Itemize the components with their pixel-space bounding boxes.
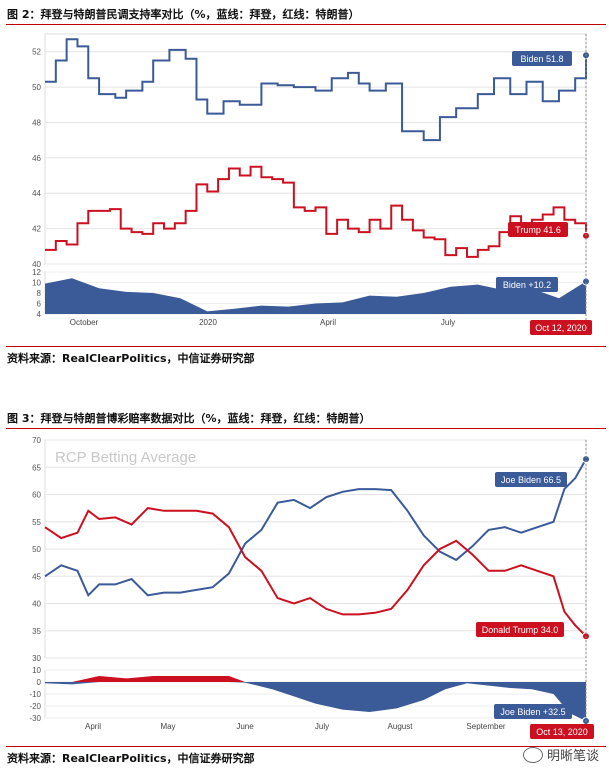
chart-title: RCP Betting Average <box>55 449 196 466</box>
y-tick-label: 10 <box>32 279 41 288</box>
y-tick-label: 48 <box>32 118 41 127</box>
date-label: Oct 13, 2020 <box>536 727 588 737</box>
caption-rule <box>6 24 606 25</box>
y-tick-label: 40 <box>32 600 41 609</box>
spread-label: Joe Biden +32.5 <box>500 707 565 717</box>
y-tick-label: 42 <box>32 225 41 234</box>
figure2-caption: 图 2：拜登与特朗普民调支持率对比（%，蓝线：拜登，红线：特朗普） <box>7 8 360 21</box>
y-tick-label: 0 <box>37 678 42 687</box>
figure2-source: 资料来源：RealClearPolitics，中信证券研究部 <box>7 352 255 365</box>
watermark: 明晰笔谈 <box>522 745 599 764</box>
figure3-source: 资料来源：RealClearPolitics，中信证券研究部 <box>7 752 255 765</box>
trump-label-box <box>508 222 568 237</box>
y-tick-label: 35 <box>32 627 41 636</box>
y-tick-label: 8 <box>37 289 42 298</box>
series-line-trump <box>45 165 587 258</box>
betting-chart: 30 35 40 45 50 55 60 65 70 RCP Betting Average Joe… <box>29 436 594 739</box>
date-label: Oct 12, 2020 <box>535 323 587 333</box>
figure3-caption: 图 3：拜登与特朗普博彩赔率数据对比（%，蓝线：拜登，红线：特朗普） <box>7 412 371 425</box>
spread-area-positive <box>45 676 586 682</box>
date-label-box <box>530 320 592 335</box>
y-tick-label: 30 <box>32 654 41 663</box>
spread-label: Biden +10.2 <box>503 280 551 290</box>
y-tick-label: 70 <box>32 436 41 445</box>
y-tick-label: 65 <box>32 463 41 472</box>
y-tick-label: 6 <box>37 300 42 309</box>
y-tick-label: 10 <box>32 666 41 675</box>
y-tick-label: 40 <box>32 260 41 269</box>
y-tick-label: 55 <box>32 518 41 527</box>
spread-label-box <box>494 704 572 719</box>
x-tick-label: July <box>441 318 455 327</box>
y-tick-label: -30 <box>29 714 41 723</box>
date-label-box <box>530 724 594 739</box>
y-tick-label: 46 <box>32 154 41 163</box>
x-tick-label: October <box>70 318 99 327</box>
spread-area-positive <box>45 278 586 314</box>
watermark-text: 明晰笔谈 <box>546 749 599 764</box>
plot-area <box>44 33 587 265</box>
y-tick-label: 60 <box>32 491 41 500</box>
trump-label: Trump 41.6 <box>515 225 561 235</box>
y-tick-label: 50 <box>32 545 41 554</box>
trump-label-box <box>476 622 564 637</box>
y-tick-label: 44 <box>32 189 41 198</box>
spread-label-box <box>496 277 558 292</box>
biden-label: Joe Biden 66.5 <box>501 475 561 485</box>
y-tick-label: -20 <box>29 702 41 711</box>
x-tick-label: April <box>85 722 101 731</box>
y-tick-label: -10 <box>29 690 41 699</box>
y-tick-label: 50 <box>32 83 41 92</box>
x-tick-label: 2020 <box>199 318 217 327</box>
y-tick-label: 12 <box>32 268 41 277</box>
x-tick-label: April <box>320 318 336 327</box>
source-rule <box>6 746 606 747</box>
biden-label-box <box>495 472 567 487</box>
series-end-point <box>582 455 590 464</box>
trump-label: Donald Trump 34.0 <box>482 625 559 635</box>
x-tick-label: May <box>160 722 175 731</box>
wechat-icon <box>522 746 543 763</box>
x-tick-label: August <box>388 722 414 731</box>
biden-label: Biden 51.8 <box>520 54 563 64</box>
series-line-donald-trump <box>44 507 587 637</box>
y-tick-label: 52 <box>32 48 41 57</box>
series-line-biden <box>45 38 587 142</box>
source-rule <box>6 346 606 347</box>
caption-rule <box>6 428 606 429</box>
spread-end-point <box>582 277 590 286</box>
y-tick-label: 45 <box>32 572 41 581</box>
series-line-joe-biden <box>44 458 587 598</box>
x-tick-label: September <box>466 722 505 731</box>
y-tick-label: 4 <box>37 310 42 319</box>
biden-label-box <box>512 51 572 66</box>
x-tick-label: June <box>236 722 254 731</box>
x-tick-label: July <box>315 722 329 731</box>
spread-area-negative <box>45 682 586 721</box>
